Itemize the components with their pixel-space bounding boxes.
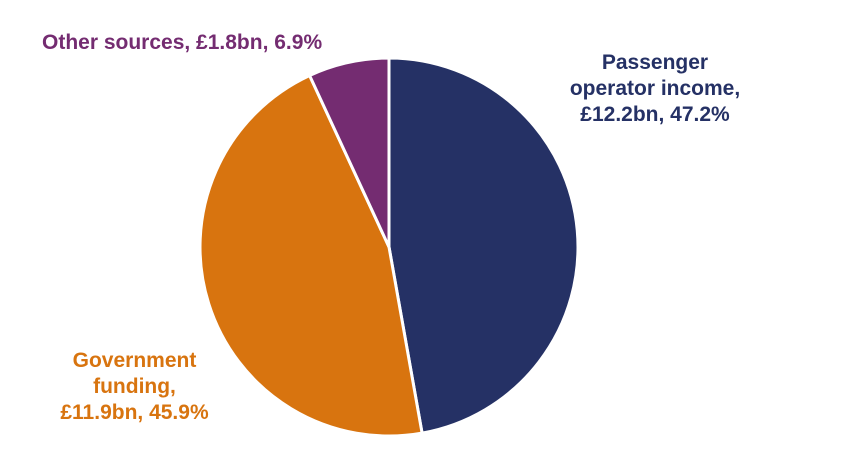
slice-label-government: Government funding, £11.9bn, 45.9% (12, 348, 257, 426)
pie-slice-government (198, 73, 424, 438)
slice-label-passenger: Passenger operator income, £12.2bn, 47.2… (535, 50, 775, 128)
slice-label-passenger-line-3: £12.2bn, 47.2% (580, 103, 730, 126)
slice-label-passenger-line-2: operator income, (569, 77, 741, 100)
slice-label-government-line-1: Government (72, 349, 197, 372)
slice-label-other: Other sources, £1.8bn, 6.9% (42, 30, 322, 56)
pie-slice-other (308, 56, 391, 249)
pie-slices (198, 56, 580, 438)
slice-label-government-line-2: funding, (93, 375, 176, 398)
slice-label-passenger-line-1: Passenger (601, 51, 709, 74)
slice-label-other-line-1: Other sources, £1.8bn, 6.9% (42, 31, 323, 54)
slice-label-government-line-3: £11.9bn, 45.9% (60, 401, 209, 424)
pie-slice-passenger (387, 56, 580, 435)
